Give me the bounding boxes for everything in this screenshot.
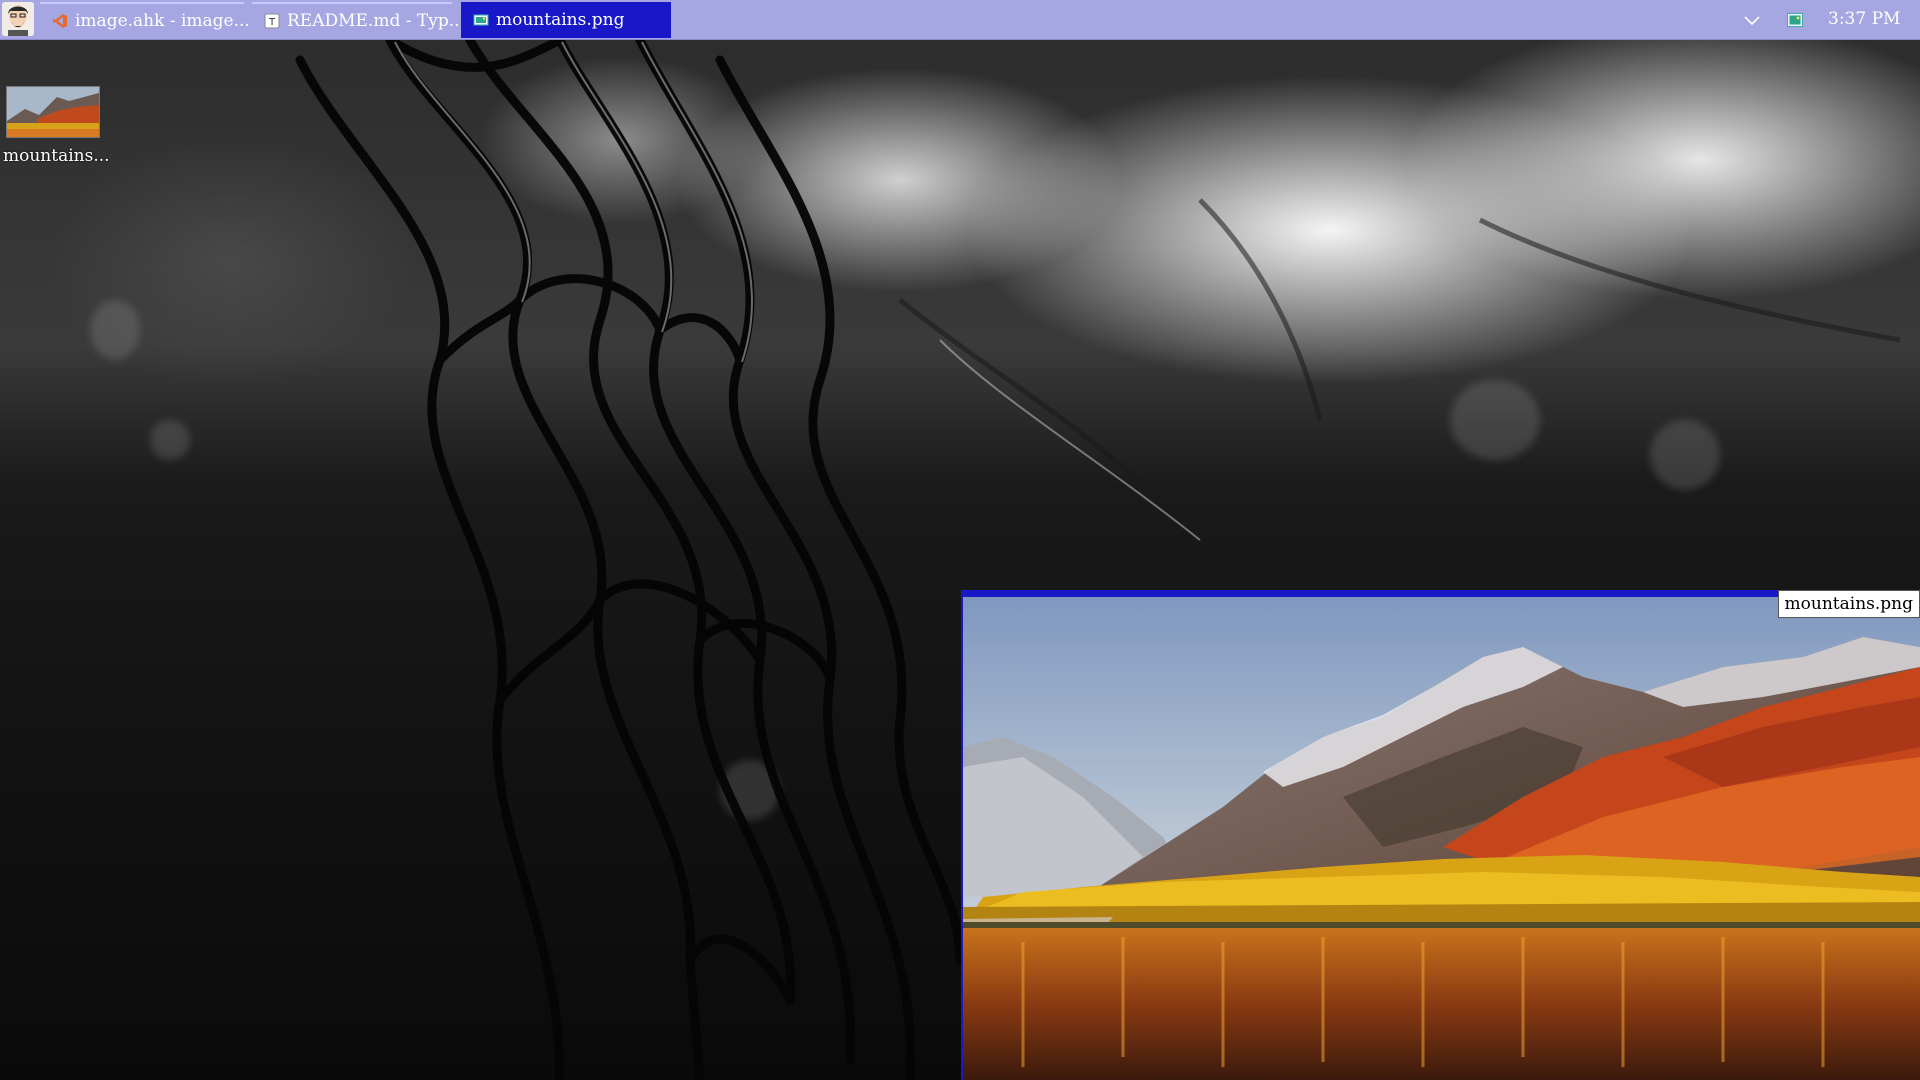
desktop-icon-mountains[interactable]: mountains... [0, 86, 110, 166]
taskbar-item-mountains[interactable]: mountains.png [461, 2, 671, 38]
svg-text:T: T [268, 17, 276, 28]
taskbar-item-image-ahk[interactable]: image.ahk - image... [40, 2, 250, 38]
viewer-title-label: mountains.png [1777, 590, 1920, 618]
typora-icon: T [264, 13, 280, 29]
image-viewer-tray-icon[interactable] [1787, 12, 1803, 27]
mountains-image [963, 597, 1920, 1080]
image-viewer-window[interactable]: mountains.png [961, 590, 1920, 1080]
visual-studio-code-icon [52, 13, 68, 29]
taskbar-item-label: README.md - Typ... [287, 11, 465, 31]
desktop-icon-label: mountains... [3, 146, 110, 166]
image-viewer-icon [473, 12, 489, 28]
user-avatar[interactable] [2, 2, 34, 36]
clock[interactable]: 3:37 PM [1828, 9, 1901, 29]
viewer-titlebar[interactable] [963, 590, 1920, 597]
taskbar: image.ahk - image... T README.md - Typ..… [0, 0, 1920, 40]
mountains-thumbnail [6, 86, 100, 138]
taskbar-item-label: image.ahk - image... [75, 11, 250, 31]
taskbar-item-label: mountains.png [496, 10, 625, 30]
chevron-down-icon[interactable] [1742, 10, 1762, 30]
taskbar-item-readme[interactable]: T README.md - Typ... [252, 2, 465, 38]
